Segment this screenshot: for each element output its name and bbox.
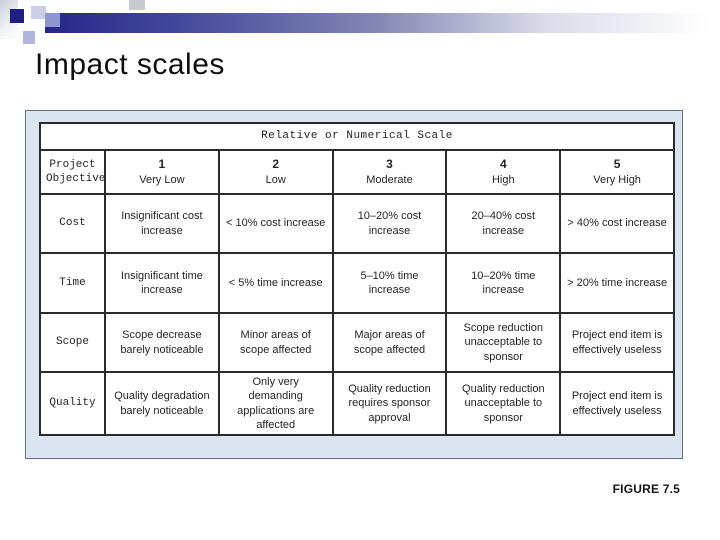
table-panel: Relative or Numerical Scale Project Obje… <box>25 110 683 459</box>
cell-scope-5: Project end item is effectively useless <box>559 312 675 373</box>
table-row-time: Time Insignificant time increase < 5% ti… <box>39 252 675 314</box>
column-label: Low <box>265 174 286 187</box>
column-number: 2 <box>272 156 280 171</box>
impact-scale-table: Relative or Numerical Scale Project Obje… <box>39 122 675 437</box>
cell-cost-2: < 10% cost increase <box>217 193 334 254</box>
table-row-cost: Cost Insignificant cost increase < 10% c… <box>39 193 675 254</box>
column-label: High <box>491 174 515 187</box>
table-row: Project Objective 1 Very Low 2 Low 3 Mod… <box>39 149 675 195</box>
cell-scope-3: Major areas of scope affected <box>331 312 448 373</box>
row-label-quality: Quality <box>39 370 106 437</box>
column-number: 5 <box>613 156 621 171</box>
cell-scope-1: Scope decrease barely noticeable <box>104 312 220 373</box>
cell-quality-2: Only very demanding applications are aff… <box>217 370 334 437</box>
objective-header: Project Objective <box>39 149 106 195</box>
cell-cost-5: > 40% cost increase <box>559 193 675 254</box>
column-label: Moderate <box>366 174 413 187</box>
table-row-scope: Scope Scope decrease barely noticeable M… <box>39 312 675 373</box>
cell-time-5: > 20% time increase <box>559 252 675 314</box>
row-label-cost: Cost <box>39 193 106 254</box>
column-label: Very Low <box>139 174 185 187</box>
column-header-4: 4 High <box>445 149 562 195</box>
cell-cost-1: Insignificant cost increase <box>104 193 220 254</box>
column-label: Very High <box>593 174 641 187</box>
column-number: 4 <box>499 156 507 171</box>
column-number: 3 <box>386 156 393 171</box>
column-header-3: 3 Moderate <box>331 149 448 195</box>
decoration-pixel-gray <box>129 0 145 10</box>
column-header-5: 5 Very High <box>559 149 675 195</box>
row-label-time: Time <box>39 252 106 314</box>
cell-time-1: Insignificant time increase <box>104 252 220 314</box>
decoration-pixel-blue <box>45 13 60 27</box>
cell-quality-4: Quality reduction unacceptable to sponso… <box>445 370 562 437</box>
cell-quality-1: Quality degradation barely noticeable <box>104 370 220 437</box>
cell-time-4: 10–20% time increase <box>445 252 562 314</box>
cell-quality-5: Project end item is effectively useless <box>559 370 675 437</box>
cell-scope-4: Scope reduction unacceptable to sponsor <box>445 312 562 373</box>
page-title: Impact scales <box>35 48 225 81</box>
row-label-scope: Scope <box>39 312 106 373</box>
cell-time-2: < 5% time increase <box>217 252 334 314</box>
cell-time-3: 5–10% time increase <box>331 252 448 314</box>
decoration-pixel-lavender-2 <box>23 31 35 44</box>
cell-cost-4: 20–40% cost increase <box>445 193 562 254</box>
cell-scope-2: Minor areas of scope affected <box>217 312 334 373</box>
decoration-pixel-navy <box>10 9 24 23</box>
column-header-2: 2 Low <box>217 149 334 195</box>
decoration-pixel-lavender-1 <box>31 6 46 19</box>
gradient-bar <box>45 13 711 33</box>
table-row: Relative or Numerical Scale <box>39 122 675 151</box>
cell-cost-3: 10–20% cost increase <box>331 193 448 254</box>
column-number: 1 <box>158 156 166 171</box>
cell-quality-3: Quality reduction requires sponsor appro… <box>331 370 448 437</box>
column-header-1: 1 Very Low <box>104 149 220 195</box>
figure-label: FIGURE 7.5 <box>612 482 680 496</box>
scale-header: Relative or Numerical Scale <box>39 122 675 151</box>
table-row-quality: Quality Quality degradation barely notic… <box>39 370 675 437</box>
